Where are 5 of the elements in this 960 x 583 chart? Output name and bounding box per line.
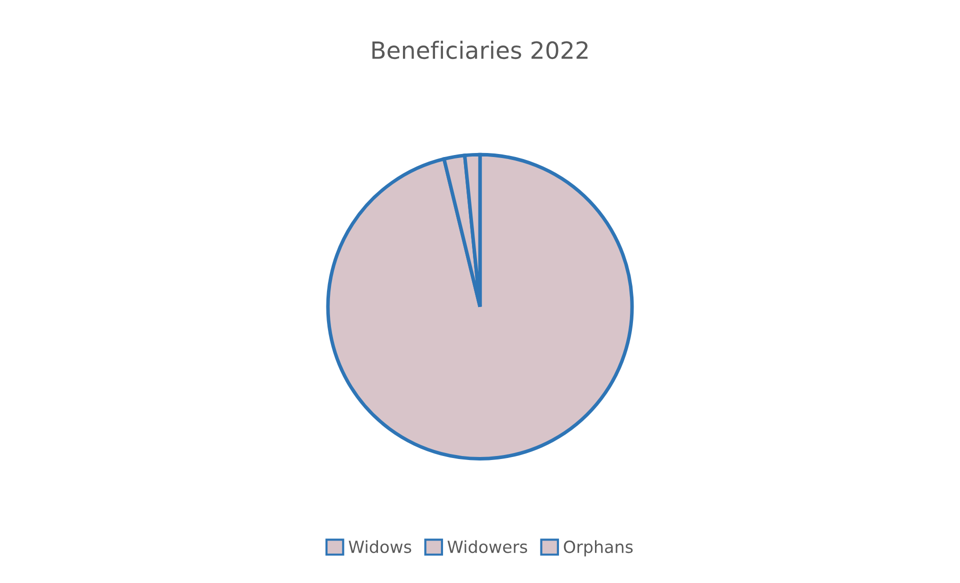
pie-slice (326, 152, 634, 460)
legend-label: Widowers (448, 540, 528, 554)
legend-label: Widows (348, 540, 412, 554)
chart-title: Beneficiaries 2022 (372, 40, 588, 60)
legend-label: Orphans (564, 540, 633, 556)
